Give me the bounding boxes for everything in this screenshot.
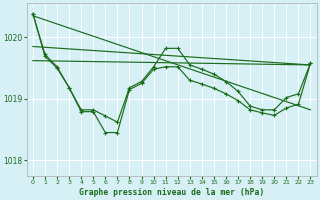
X-axis label: Graphe pression niveau de la mer (hPa): Graphe pression niveau de la mer (hPa) <box>79 188 264 197</box>
